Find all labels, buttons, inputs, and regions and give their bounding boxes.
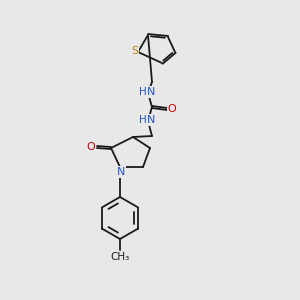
Text: H: H (139, 115, 147, 125)
Text: O: O (87, 142, 95, 152)
Text: N: N (147, 115, 155, 125)
Text: O: O (168, 104, 176, 114)
Text: H: H (139, 87, 147, 97)
Text: S: S (131, 46, 139, 56)
Text: CH₃: CH₃ (110, 252, 130, 262)
Text: N: N (147, 87, 155, 97)
Text: N: N (117, 167, 125, 177)
